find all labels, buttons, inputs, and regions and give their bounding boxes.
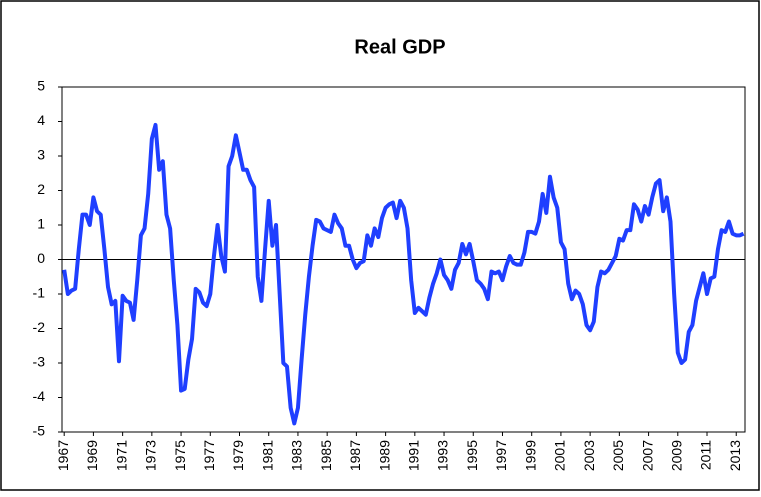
x-tick-label: 1997 [493, 440, 509, 471]
y-tick-label: 3 [37, 147, 45, 163]
chart-title: Real GDP [354, 36, 445, 58]
y-tick-label: 0 [37, 250, 45, 266]
x-tick-label: 1993 [435, 440, 451, 471]
x-tick-label: 1999 [522, 440, 538, 471]
y-tick-label: 4 [37, 112, 45, 128]
x-tick-label: 1975 [172, 440, 188, 471]
x-tick-label: 2005 [610, 440, 626, 471]
x-tick-label: 1991 [406, 440, 422, 471]
y-tick-label: -1 [33, 285, 46, 301]
x-tick-label: 1969 [84, 440, 100, 471]
y-tick-label: -2 [33, 319, 46, 335]
x-tick-label: 1973 [143, 440, 159, 471]
x-tick-label: 2013 [727, 440, 743, 471]
x-tick-label: 2003 [581, 440, 597, 471]
x-tick-label: 1987 [347, 440, 363, 471]
y-tick-label: 2 [37, 181, 45, 197]
y-tick-label: 5 [37, 78, 45, 94]
x-tick-label: 1981 [259, 440, 275, 471]
x-tick-label: 2011 [698, 440, 714, 470]
y-tick-label: -3 [33, 354, 46, 370]
x-tick-label: 1971 [113, 440, 129, 471]
x-tick-label: 1979 [230, 440, 246, 471]
x-tick-label: 1995 [464, 440, 480, 471]
x-tick-label: 2009 [668, 440, 684, 471]
x-tick-label: 1985 [318, 440, 334, 471]
x-tick-label: 2007 [639, 440, 655, 471]
y-tick-label: -4 [33, 388, 46, 404]
x-tick-label: 1977 [201, 440, 217, 471]
y-tick-label: -5 [33, 423, 46, 439]
x-tick-label: 1967 [55, 440, 71, 471]
x-tick-label: 1983 [289, 440, 305, 471]
x-tick-label: 2001 [552, 440, 568, 471]
y-tick-label: 1 [37, 216, 45, 232]
data-line [62, 122, 745, 426]
x-tick-label: 1989 [376, 440, 392, 471]
